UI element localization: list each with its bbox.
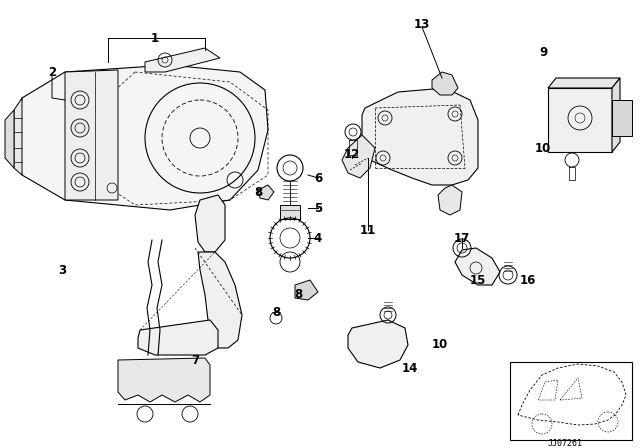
Text: 10: 10 (535, 142, 551, 155)
Text: JJ07261: JJ07261 (547, 439, 582, 448)
Bar (128, 385, 139, 392)
Polygon shape (348, 320, 408, 368)
Text: 11: 11 (360, 224, 376, 237)
Polygon shape (195, 195, 225, 252)
Text: 5: 5 (314, 202, 322, 215)
Polygon shape (65, 70, 118, 200)
Text: 6: 6 (314, 172, 322, 185)
Text: 16: 16 (520, 273, 536, 287)
Polygon shape (455, 248, 500, 285)
Polygon shape (145, 48, 220, 72)
Polygon shape (118, 358, 210, 402)
Polygon shape (14, 98, 22, 175)
Bar (173, 367, 184, 374)
Polygon shape (612, 100, 632, 136)
Bar (143, 367, 154, 374)
Text: 10: 10 (432, 339, 448, 352)
Bar (510, 362, 632, 440)
Polygon shape (362, 88, 478, 185)
Text: 15: 15 (470, 273, 486, 287)
Polygon shape (342, 135, 375, 178)
Bar (188, 367, 199, 374)
Polygon shape (295, 280, 318, 300)
Text: 4: 4 (314, 232, 322, 245)
Text: 13: 13 (414, 17, 430, 30)
Text: 1: 1 (151, 31, 159, 44)
Polygon shape (548, 88, 612, 152)
Bar (280, 205, 300, 219)
Bar (128, 376, 139, 383)
Bar (158, 376, 169, 383)
Bar (188, 385, 199, 392)
Polygon shape (138, 320, 218, 355)
Bar (143, 385, 154, 392)
Bar (158, 385, 169, 392)
Text: 2: 2 (48, 65, 56, 78)
Polygon shape (18, 65, 268, 210)
Polygon shape (198, 252, 242, 348)
Bar (128, 367, 139, 374)
Bar (173, 385, 184, 392)
Polygon shape (612, 78, 620, 152)
Text: 14: 14 (402, 362, 418, 375)
Bar (143, 376, 154, 383)
Text: 9: 9 (539, 46, 547, 59)
Polygon shape (5, 110, 14, 168)
Bar (188, 376, 199, 383)
Bar (173, 376, 184, 383)
Bar (158, 367, 169, 374)
Polygon shape (432, 72, 458, 95)
Polygon shape (548, 78, 620, 88)
Text: 3: 3 (58, 263, 66, 276)
Text: 8: 8 (272, 306, 280, 319)
Text: 8: 8 (294, 289, 302, 302)
Text: 17: 17 (454, 232, 470, 245)
Polygon shape (258, 185, 274, 200)
Polygon shape (438, 185, 462, 215)
Text: 8: 8 (254, 185, 262, 198)
Text: 7: 7 (191, 353, 199, 366)
Text: 12: 12 (344, 148, 360, 161)
